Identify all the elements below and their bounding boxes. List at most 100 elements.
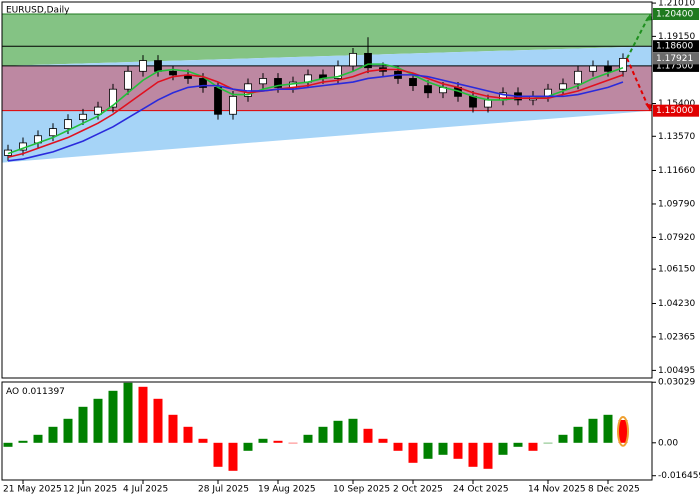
- ao-bar: [423, 442, 433, 459]
- ao-bar: [168, 414, 178, 443]
- candle-body: [79, 113, 87, 121]
- y-tick-label: 1.21010: [658, 0, 695, 9]
- panel-border: [1, 381, 653, 481]
- x-tick-label: 4 Jul 2025: [123, 485, 168, 495]
- y-tick-label: 1.11660: [658, 166, 695, 176]
- ao-bar: [618, 420, 628, 443]
- ao-bar: [123, 382, 133, 443]
- ao-bar: [228, 442, 238, 471]
- candle-body: [274, 78, 282, 88]
- x-tick-label: 2 Oct 2025: [393, 485, 443, 495]
- ao-bar: [318, 426, 328, 443]
- ao-bar: [18, 440, 28, 443]
- level-tag: [653, 40, 699, 53]
- ao-bar: [303, 434, 313, 443]
- ao-bar: [498, 442, 508, 455]
- arrow-down-head: [645, 103, 653, 111]
- moving-average: [7, 68, 624, 159]
- level-tag-label: 1.15000: [656, 106, 693, 116]
- candle-body: [199, 78, 207, 88]
- level-tag: [653, 7, 699, 20]
- ao-bar: [183, 426, 193, 443]
- y-tick-label: 1.07920: [658, 233, 695, 243]
- candle-body: [94, 106, 102, 115]
- ao-bar: [573, 426, 583, 443]
- ao-bar: [33, 434, 43, 443]
- candle-body: [589, 65, 597, 72]
- ao-bar: [48, 426, 58, 443]
- ao-bar: [63, 418, 73, 443]
- indicator-name: AO: [6, 387, 19, 397]
- arrow-up-head: [645, 13, 653, 21]
- ao-bar: [138, 386, 148, 443]
- ao-bar: [3, 442, 13, 447]
- ao-bar: [273, 440, 283, 443]
- y-tick-label: 0.03029: [658, 378, 695, 388]
- candle-body: [469, 95, 477, 108]
- candle-body: [334, 65, 342, 79]
- candle-body: [229, 95, 237, 115]
- level-tag: [653, 104, 699, 117]
- level-tag-label: 1.20400: [656, 9, 693, 19]
- x-tick-label: 24 Oct 2025: [453, 485, 509, 495]
- candle-body: [364, 52, 372, 69]
- candle-body: [619, 57, 627, 72]
- y-tick-label: 1.04230: [658, 299, 695, 309]
- chart-title: EURUSD,Daily: [6, 6, 70, 16]
- price-tag-label: 1.17921: [656, 54, 693, 64]
- level-tag-label: 1.18600: [656, 42, 693, 52]
- ao-bar: [543, 442, 553, 444]
- candle-body: [139, 60, 147, 72]
- ao-bar: [78, 406, 88, 443]
- ao-bar: [153, 398, 163, 443]
- candle-body: [259, 78, 267, 85]
- ao-bar: [588, 418, 598, 443]
- candle-body: [349, 52, 357, 67]
- y-tick-label: 1.00495: [658, 366, 695, 376]
- ao-bar: [198, 438, 208, 443]
- price-tag: [653, 52, 699, 65]
- y-tick-label: 1.02365: [658, 332, 695, 342]
- ao-bar: [213, 442, 223, 467]
- ao-bar: [438, 442, 448, 455]
- ao-bar: [93, 398, 103, 443]
- ao-bar: [363, 428, 373, 443]
- ao-bar: [558, 434, 568, 443]
- arrow-up: [626, 13, 651, 59]
- candle-body: [64, 119, 72, 129]
- arrow-down: [626, 57, 651, 112]
- y-tick-label: 1.09790: [658, 199, 695, 209]
- y-tick-label: 1.06150: [658, 265, 695, 275]
- x-tick-label: 21 May 2025: [3, 485, 62, 495]
- ao-bar: [108, 390, 118, 443]
- x-tick-label: 10 Sep 2025: [333, 485, 390, 495]
- candle-body: [214, 87, 222, 115]
- x-tick-label: 12 Jun 2025: [63, 485, 117, 495]
- ao-bar: [393, 442, 403, 451]
- level-tag-label: 1.17500: [656, 61, 693, 71]
- candle-body: [109, 88, 117, 108]
- ao-bar: [603, 414, 613, 443]
- ao-bar: [468, 442, 478, 467]
- x-tick-label: 28 Jul 2025: [198, 485, 249, 495]
- ao-bar: [288, 442, 298, 444]
- target-zone: [2, 13, 652, 66]
- y-tick-label: 0.00: [658, 438, 678, 448]
- y-tick-label: -0.016459: [658, 471, 700, 481]
- ao-bar: [513, 442, 523, 447]
- y-tick-label: 1.15400: [658, 99, 695, 109]
- ao-bar: [453, 442, 463, 459]
- panel-border: [1, 1, 653, 379]
- y-tick-label: 1.13570: [658, 132, 695, 142]
- ao-bar: [483, 442, 493, 469]
- indicator-value: 0.011397: [22, 387, 65, 397]
- candle-body: [154, 60, 162, 72]
- ao-bar: [243, 442, 253, 451]
- ao-bar: [348, 418, 358, 443]
- moving-average: [7, 74, 624, 162]
- x-tick-label: 8 Dec 2025: [588, 485, 640, 495]
- ao-bar: [333, 420, 343, 443]
- x-tick-label: 19 Aug 2025: [258, 485, 316, 495]
